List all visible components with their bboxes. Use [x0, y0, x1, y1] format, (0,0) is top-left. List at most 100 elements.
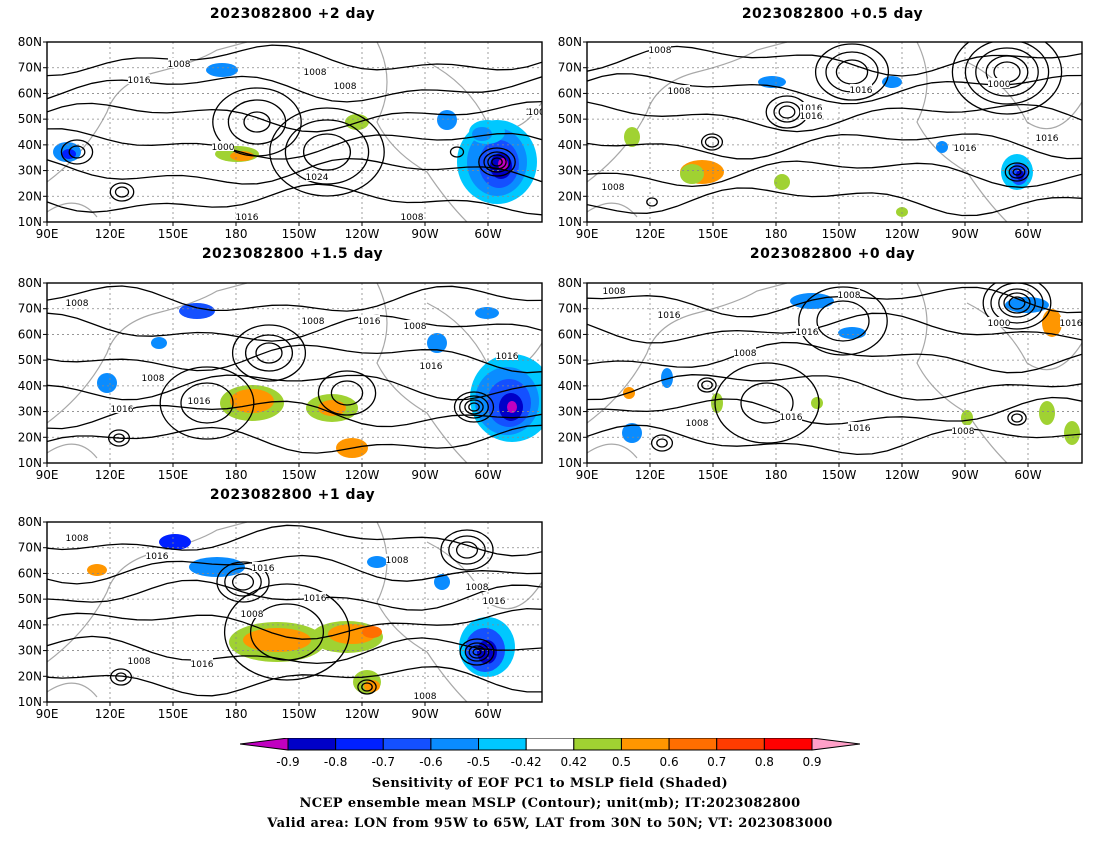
panel-title-p0: 2023082800 +0 day [749, 246, 916, 262]
map-panel-plus1-day: 1008 1016 1016 1016 1008 1008 1008 1016 1008 1016… [18, 515, 544, 721]
colorbar-level-label: 0.6 [660, 755, 679, 769]
mslp-closed-isobar [109, 182, 135, 202]
contour-label: 1008 [686, 419, 709, 429]
contour-label: 1016 [483, 597, 506, 607]
mslp-closed-isobar [249, 603, 325, 661]
mslp-closed-isobar [115, 672, 127, 682]
mslp-isobar [47, 128, 542, 160]
lat-tick-label: 10N [558, 456, 582, 470]
lon-tick-label: 180 [225, 707, 248, 721]
lat-tick-label: 60N [18, 566, 42, 580]
lon-tick-label: 150W [282, 468, 317, 482]
shading-blob [437, 110, 457, 130]
mslp-closed-isobar [740, 382, 794, 424]
lat-tick-label: 50N [558, 353, 582, 367]
colorbar-level-label: -0.5 [467, 755, 490, 769]
contour-label: 1008 [838, 291, 861, 301]
map-panel-plus0-day: 1008 1008 1016 1016 1008 1000 1016 1016 1016 1008… [558, 276, 1084, 482]
mslp-closed-isobar [701, 380, 713, 390]
contour-labels: 1008 1016 1016 1016 1008 1008 1008 1016 1008 1016… [66, 532, 506, 702]
contour-labels: 1008101610081008101610001024101610081008 [128, 58, 542, 222]
contour-label: 1008 [302, 317, 325, 327]
shading-blob [159, 534, 191, 550]
mslp-isobar [587, 396, 1082, 425]
lat-tick-label: 10N [558, 215, 582, 229]
lon-tick-label: 150W [822, 468, 857, 482]
lon-tick-label: 90E [36, 468, 59, 482]
lon-tick-label: 90E [36, 707, 59, 721]
colorbar-level-label: -0.42 [511, 755, 542, 769]
colorbar-swatch [525, 737, 575, 751]
mslp-closed-isobar [180, 382, 234, 424]
mslp-isobar [47, 666, 542, 697]
contour-label: 1008 [168, 60, 191, 70]
contour-label: 1016 [252, 564, 275, 574]
contour-label: 1016 [191, 660, 214, 670]
lat-tick-label: 80N [558, 35, 582, 49]
mslp-contours [47, 285, 542, 454]
lon-tick-label: 180 [225, 227, 248, 241]
mslp-closed-isobar [269, 107, 385, 197]
shading-blob [318, 400, 346, 416]
lon-tick-label: 90E [36, 227, 59, 241]
mslp-closed-isobar [650, 434, 674, 452]
contour-label: 1016 [954, 144, 977, 154]
lat-tick-label: 40N [18, 138, 42, 152]
caption-valid: Valid area: LON from 95W to 65W, LAT fro… [267, 816, 833, 831]
coastline-layer [587, 42, 1082, 222]
lat-tick-label: 10N [18, 456, 42, 470]
lat-tick-label: 20N [18, 669, 42, 683]
mslp-closed-isobar [464, 399, 484, 415]
mslp-closed-isobar [357, 679, 377, 695]
lat-tick-label: 70N [18, 541, 42, 555]
mslp-isobar [47, 607, 542, 640]
lon-tick-label: 180 [765, 227, 788, 241]
contour-label: 1024 [306, 173, 329, 183]
shading-blob [774, 174, 790, 190]
map-frame [46, 282, 543, 464]
lat-tick-label: 80N [18, 515, 42, 529]
lon-tick-label: 60W [1014, 227, 1041, 241]
mslp-closed-isobar [216, 561, 270, 603]
mslp-closed-isobar [109, 668, 133, 686]
shading-blob [97, 373, 117, 393]
panel-title-p2: 2023082800 +2 day [209, 6, 376, 22]
contour-label: 1016 [188, 397, 211, 407]
colorbar-level-label: -0.9 [276, 755, 299, 769]
colorbar-swatch [668, 737, 718, 751]
coastline-south-asia [587, 443, 638, 459]
contour-label: 1008 [142, 374, 165, 384]
mslp-isobar [47, 157, 542, 185]
lat-tick-label: 70N [18, 302, 42, 316]
lon-tick-label: 90W [411, 707, 438, 721]
lon-tick-label: 90E [576, 468, 599, 482]
lat-tick-label: 80N [558, 276, 582, 290]
coastline-south-asia [47, 443, 98, 459]
lat-tick-label: 80N [18, 35, 42, 49]
contour-label: 1008 [649, 46, 672, 56]
mslp-isobar [587, 160, 1082, 189]
mslp-closed-isobar [212, 87, 302, 157]
caption-shaded: Sensitivity of EOF PC1 to MSLP field (Sh… [371, 776, 729, 791]
caption-contour: NCEP ensemble mean MSLP (Contour); unit(… [299, 796, 801, 811]
mslp-closed-isobar [60, 139, 94, 165]
contour-label: 1016 [850, 86, 873, 96]
mslp-isobar [47, 285, 542, 312]
mslp-isobar [47, 635, 542, 665]
shading-blob [151, 337, 167, 349]
contour-label: 1008 [404, 322, 427, 332]
colorbar-extend-max [811, 737, 861, 751]
mslp-closed-isobar [491, 157, 503, 167]
contour-label: 1016 [796, 328, 819, 338]
lat-tick-label: 80N [18, 276, 42, 290]
lon-tick-label: 150W [282, 227, 317, 241]
shading-blob [243, 628, 311, 652]
panel-title-p05: 2023082800 +0.5 day [741, 6, 924, 22]
lat-tick-label: 60N [558, 86, 582, 100]
mslp-closed-isobar [255, 342, 283, 364]
mslp-closed-isobar [302, 133, 352, 171]
colorbar-swatch [287, 737, 337, 751]
contour-label: 1008 [952, 427, 975, 437]
